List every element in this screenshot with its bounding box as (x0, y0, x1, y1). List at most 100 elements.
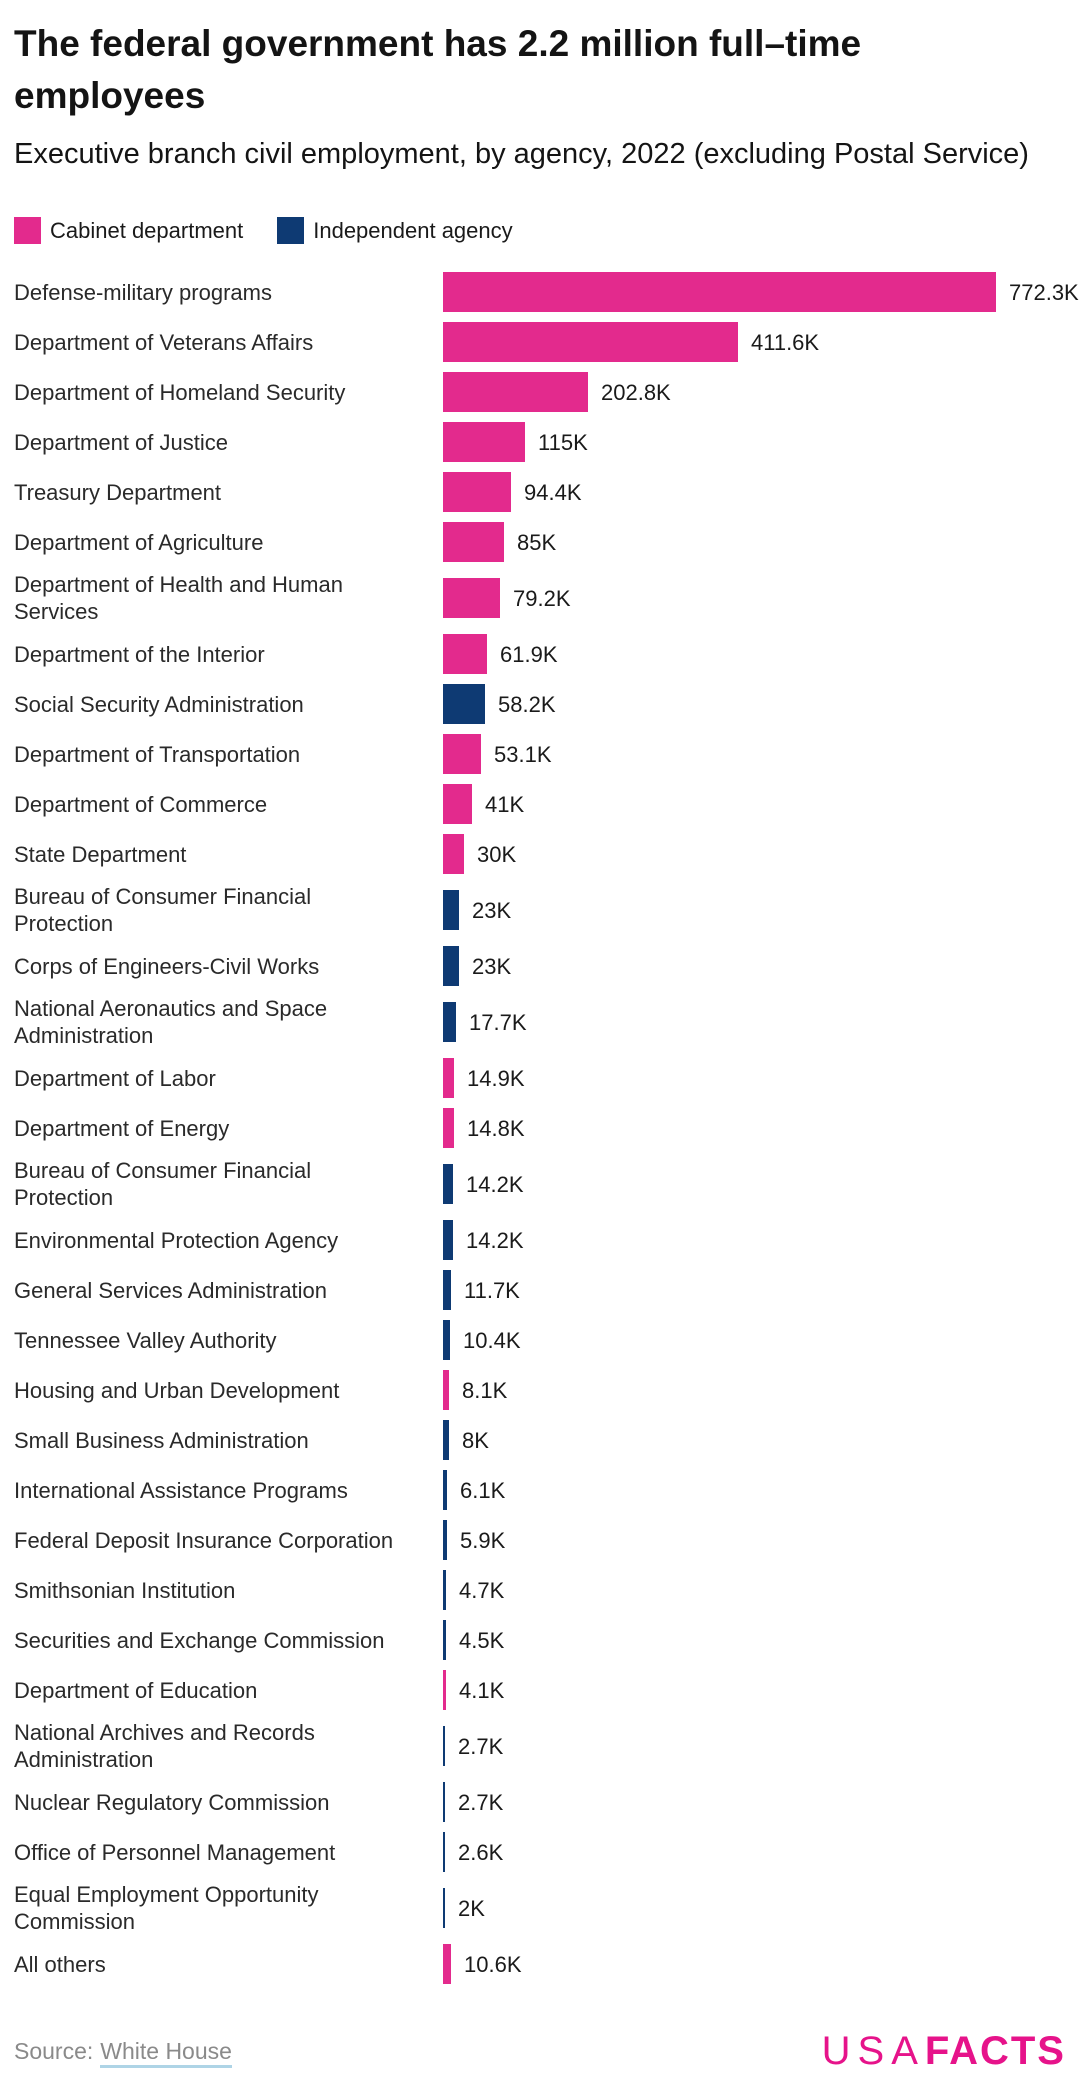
chart-row: Federal Deposit Insurance Corporation 5.… (14, 1515, 1066, 1565)
bar[interactable] (443, 1470, 447, 1511)
chart-row: General Services Administration 11.7K (14, 1265, 1066, 1315)
bar-area: 4.1K (443, 1670, 1066, 1711)
bar[interactable] (443, 684, 485, 725)
bar-label: Department of Labor (14, 1065, 216, 1091)
bar-area: 61.9K (443, 634, 1066, 675)
bar[interactable] (443, 1370, 449, 1411)
bar[interactable] (443, 422, 525, 463)
bar[interactable] (443, 1320, 450, 1361)
bar[interactable] (443, 472, 511, 513)
bar-label: Nuclear Regulatory Commission (14, 1789, 330, 1815)
bar-area: 8.1K (443, 1370, 1066, 1411)
bar-label: Department of Homeland Security (14, 379, 346, 405)
bar[interactable] (443, 1520, 447, 1561)
chart-row: Department of Agriculture 85K (14, 517, 1066, 567)
bar-value: 411.6K (751, 329, 820, 355)
bar-area: 4.5K (443, 1620, 1066, 1661)
bar-area: 10.4K (443, 1320, 1066, 1361)
bar-value: 4.7K (459, 1577, 505, 1603)
bar[interactable] (443, 1002, 456, 1043)
usafacts-logo[interactable]: USAFACTS (822, 2031, 1066, 2071)
cabinet-swatch-icon (14, 217, 41, 245)
bar-value: 14.2K (466, 1171, 524, 1197)
bar[interactable] (443, 372, 588, 413)
bar[interactable] (443, 784, 472, 825)
independent-swatch-icon (277, 217, 305, 245)
bar-value: 23K (472, 897, 512, 923)
bar-area: 30K (443, 834, 1066, 875)
legend-label: Independent agency (313, 218, 513, 244)
bar-label: General Services Administration (14, 1277, 328, 1303)
chart-row: Department of the Interior 61.9K (14, 629, 1066, 679)
bar-label: State Department (14, 841, 187, 867)
bar[interactable] (443, 1832, 445, 1873)
bar[interactable] (443, 1570, 446, 1611)
bar[interactable] (443, 834, 464, 875)
chart-row: Corps of Engineers-Civil Works 23K (14, 941, 1066, 991)
bar-value: 115K (538, 429, 588, 455)
bar[interactable] (443, 1164, 453, 1205)
bar[interactable] (443, 1220, 453, 1261)
bar[interactable] (443, 734, 481, 775)
bar-label: Corps of Engineers-Civil Works (14, 953, 320, 979)
chart-row: Securities and Exchange Commission 4.5K (14, 1615, 1066, 1665)
source-prefix: Source: (14, 2037, 94, 2064)
bar-label: Bureau of Consumer Financial Protection (14, 1158, 312, 1211)
bar[interactable] (443, 1670, 446, 1711)
bar-value: 202.8K (601, 379, 671, 405)
bar-value: 10.6K (464, 1951, 522, 1977)
bar-value: 11.7K (464, 1277, 520, 1303)
bar-label: Office of Personnel Management (14, 1839, 336, 1865)
chart-row: Equal Employment Opportunity Commission … (14, 1877, 1066, 1939)
legend-item-cabinet: Cabinet department (14, 217, 244, 245)
bar[interactable] (443, 1420, 449, 1461)
bar[interactable] (443, 634, 487, 675)
legend-label: Cabinet department (50, 218, 244, 244)
bar[interactable] (443, 1058, 454, 1099)
bar-value: 85K (517, 529, 557, 555)
bar[interactable] (443, 522, 504, 563)
bar[interactable] (443, 322, 738, 363)
source-link[interactable]: White House (100, 2037, 232, 2068)
bar-label: Department of Agriculture (14, 529, 264, 555)
bar-area: 14.2K (443, 1164, 1066, 1205)
bar-area: 772.3K (443, 272, 1079, 313)
bar[interactable] (443, 946, 459, 987)
bar-area: 41K (443, 784, 1066, 825)
bar[interactable] (443, 1108, 454, 1149)
bar[interactable] (443, 1888, 445, 1929)
bar-area: 202.8K (443, 372, 1066, 413)
bar[interactable] (443, 1944, 451, 1985)
bar[interactable] (443, 1620, 446, 1661)
bar[interactable] (443, 272, 996, 313)
bar[interactable] (443, 1270, 451, 1311)
bar-area: 6.1K (443, 1470, 1066, 1511)
bar-area: 23K (443, 946, 1066, 987)
bar-label: Environmental Protection Agency (14, 1227, 339, 1253)
bar-value: 58.2K (498, 691, 556, 717)
bar-value: 14.9K (467, 1065, 525, 1091)
chart-row: National Aeronautics and Space Administr… (14, 991, 1066, 1053)
chart-row: Treasury Department 94.4K (14, 467, 1066, 517)
chart-row: Department of Transportation 53.1K (14, 729, 1066, 779)
bar[interactable] (443, 890, 459, 931)
logo-facts-text: FACTS (924, 2029, 1066, 2074)
chart-row: Bureau of Consumer Financial Protection … (14, 1153, 1066, 1215)
bar-area: 11.7K (443, 1270, 1066, 1311)
bar-value: 61.9K (500, 641, 558, 667)
bar[interactable] (443, 1726, 445, 1767)
bar-label: Bureau of Consumer Financial Protection (14, 884, 312, 937)
bar-area: 115K (443, 422, 1066, 463)
chart-row: Department of Justice 115K (14, 417, 1066, 467)
bar-area: 94.4K (443, 472, 1066, 513)
chart-row: Department of Homeland Security 202.8K (14, 367, 1066, 417)
chart-row: State Department 30K (14, 829, 1066, 879)
bar-area: 53.1K (443, 734, 1066, 775)
bar[interactable] (443, 578, 500, 619)
bar[interactable] (443, 1782, 445, 1823)
footer: Source: White House USAFACTS (14, 2031, 1066, 2071)
legend: Cabinet department Independent agency (14, 217, 1066, 245)
bar-label: Treasury Department (14, 479, 222, 505)
bar-value: 2.6K (458, 1839, 504, 1865)
bar-value: 2K (458, 1895, 485, 1921)
